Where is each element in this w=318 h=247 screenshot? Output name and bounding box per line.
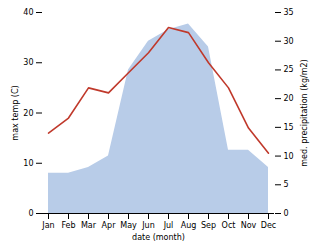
svg-text:30: 30: [284, 37, 294, 46]
svg-text:30: 30: [23, 58, 33, 67]
svg-text:Feb: Feb: [61, 221, 75, 230]
svg-text:Oct: Oct: [222, 221, 236, 230]
svg-text:Nov: Nov: [241, 221, 257, 230]
svg-text:Jun: Jun: [141, 221, 155, 230]
svg-text:25: 25: [284, 65, 294, 74]
svg-text:Jul: Jul: [163, 221, 174, 230]
svg-text:Sep: Sep: [201, 221, 216, 230]
svg-text:10: 10: [23, 159, 33, 168]
svg-text:May: May: [120, 221, 137, 230]
svg-text:Jan: Jan: [41, 221, 54, 230]
svg-text:Dec: Dec: [261, 221, 276, 230]
svg-text:20: 20: [284, 94, 294, 103]
svg-text:0: 0: [28, 209, 33, 218]
svg-text:40: 40: [23, 8, 33, 17]
svg-text:Apr: Apr: [102, 221, 117, 230]
svg-text:0: 0: [284, 209, 289, 218]
svg-text:10: 10: [284, 152, 294, 161]
svg-text:max temp (C): max temp (C): [11, 85, 20, 140]
svg-text:20: 20: [23, 109, 33, 118]
svg-text:5: 5: [284, 180, 289, 189]
svg-text:Aug: Aug: [181, 221, 197, 230]
svg-text:35: 35: [284, 8, 294, 17]
svg-text:med. precipitation (kg/m2): med. precipitation (kg/m2): [300, 59, 309, 166]
svg-text:15: 15: [284, 123, 294, 132]
svg-text:Mar: Mar: [81, 221, 97, 230]
svg-text:date (month): date (month): [132, 233, 185, 242]
